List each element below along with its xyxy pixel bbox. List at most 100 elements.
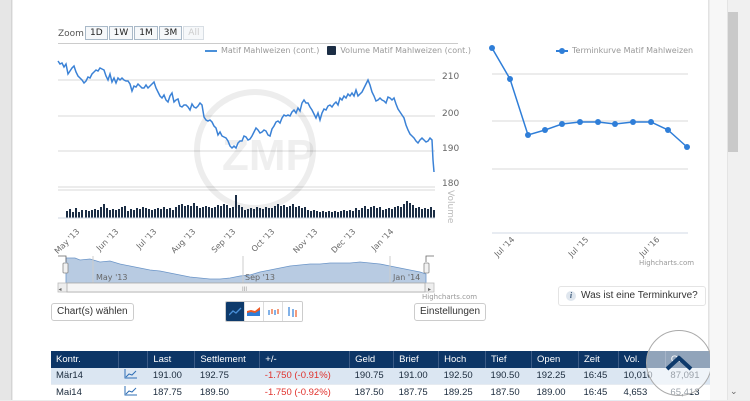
cell-last: 191.00 [147, 368, 195, 385]
area-chart-icon [247, 307, 260, 316]
y-tick-200: 200 [442, 109, 459, 119]
col-bid[interactable]: Geld [349, 351, 395, 368]
cell-last: 187.75 [147, 384, 195, 401]
zoom-all-button[interactable]: All [183, 26, 205, 40]
scroll-down-arrow-icon[interactable]: ⌄ [730, 386, 738, 396]
navigator-scrollbar-thumb [66, 282, 426, 293]
col-open[interactable]: Open [531, 351, 579, 368]
y-tick-190: 190 [442, 144, 459, 154]
term-chart-legend[interactable]: Terminkurve Matif Mahlweizen [556, 46, 693, 55]
cell-ask: 191.00 [393, 368, 439, 385]
cell-contract[interactable]: Mai14 [51, 384, 119, 401]
table-header-row: Kontr. Last Settlement +/- Geld Brief Ho… [51, 351, 712, 368]
line-chart-button[interactable] [226, 302, 245, 321]
cell-high: 189.25 [438, 384, 486, 401]
legend-volume-series[interactable]: Volume Matif Mahlweizen (cont.) [340, 46, 471, 55]
svg-text:◂: ◂ [59, 287, 62, 293]
col-low[interactable]: Tief [485, 351, 533, 368]
area-chart-button[interactable] [245, 302, 264, 321]
quotes-table: Kontr. Last Settlement +/- Geld Brief Ho… [51, 351, 712, 401]
mini-chart-link[interactable] [118, 368, 148, 385]
ohlc-chart-button[interactable] [264, 302, 283, 321]
chart-type-selector [225, 301, 303, 322]
x-tick-jan14: Jan '14 [369, 227, 395, 253]
what-is-term-curve-button[interactable]: i Was ist eine Terminkurve? [558, 286, 706, 306]
scroll-to-top-button[interactable] [646, 330, 712, 396]
divider [58, 43, 458, 44]
volume-axis-label: Volume [445, 190, 455, 224]
x-tick-aug13: Aug '13 [169, 227, 197, 255]
volume-bars [66, 195, 435, 218]
table-row[interactable]: Mär14 191.00 192.75 -1.750 (-0.91%) 190.… [51, 368, 711, 385]
zoom-3m-button[interactable]: 3M [158, 26, 183, 40]
col-contract[interactable]: Kontr. [51, 351, 120, 368]
cell-change: -1.750 (-0.91%) [259, 368, 350, 385]
cell-open: 192.25 [531, 368, 579, 385]
cell-time: 16:45 [578, 384, 619, 401]
col-settlement[interactable]: Settlement [194, 351, 261, 368]
term-chart-credit[interactable]: Highcharts.com [639, 259, 695, 267]
main-chart-legend: Matif Mahlweizen (cont.) Volume Matif Ma… [205, 46, 471, 55]
y-tick-180: 180 [442, 179, 459, 189]
candlestick-chart-button[interactable] [283, 302, 302, 321]
zmp-watermark [194, 89, 316, 211]
table-row[interactable]: Mai14 187.75 189.50 -1.750 (-0.92%) 187.… [51, 384, 711, 401]
mini-chart-icon [124, 385, 137, 395]
settings-button[interactable]: Einstellungen [414, 303, 487, 321]
x-tick-dec13: Dec '13 [330, 227, 358, 255]
svg-text:▸: ▸ [428, 287, 431, 293]
cell-bid: 190.75 [349, 368, 394, 385]
cell-high: 192.50 [438, 368, 486, 385]
watermark-text: ZMP [222, 131, 315, 180]
zoom-1d-button[interactable]: 1D [85, 26, 108, 40]
volume-legend-icon [327, 46, 337, 55]
col-last[interactable]: Last [147, 351, 196, 368]
content-area [13, 0, 709, 400]
col-change[interactable]: +/- [259, 351, 351, 368]
page-scrollbar[interactable] [728, 0, 750, 400]
zoom-1m-button[interactable]: 1M [134, 26, 158, 40]
right-gutter [710, 0, 728, 400]
page-scrollbar-thumb[interactable] [728, 12, 738, 152]
cell-ask: 187.75 [393, 384, 439, 401]
col-high[interactable]: Hoch [438, 351, 487, 368]
navigator-right-handle [423, 262, 430, 274]
term-curve-line [491, 47, 688, 148]
x-tick-jul13: Jul '13 [134, 227, 158, 251]
x-tick-sep13: Sep '13 [210, 227, 238, 255]
info-icon: i [566, 291, 576, 301]
navigator-left-handle [62, 262, 69, 274]
col-time[interactable]: Zeit [578, 351, 619, 368]
col-ask[interactable]: Brief [393, 351, 440, 368]
left-gutter [0, 0, 12, 400]
choose-charts-button[interactable]: Chart(s) wählen [51, 303, 134, 321]
svg-text:III: III [242, 287, 247, 293]
zoom-1w-button[interactable]: 1W [108, 26, 134, 40]
cell-low: 187.50 [485, 384, 532, 401]
nav-tick-may13: May '13 [96, 273, 127, 282]
cell-settlement: 192.75 [194, 368, 260, 385]
x-tick-oct13: Oct '13 [250, 227, 277, 254]
term-x-tick-jul16: Jul '16 [637, 235, 661, 259]
line-legend-icon [205, 49, 217, 52]
cell-open: 189.00 [531, 384, 579, 401]
what-is-term-curve-label: Was ist eine Terminkurve? [581, 290, 698, 301]
term-legend-label: Terminkurve Matif Mahlweizen [572, 46, 694, 55]
line-chart-icon [228, 307, 241, 316]
cell-settlement: 189.50 [194, 384, 260, 401]
mini-chart-link[interactable] [118, 384, 148, 401]
ohlc-chart-icon [267, 308, 279, 315]
zoom-label: Zoom [58, 29, 84, 39]
x-tick-may13: May '13 [53, 227, 82, 256]
cell-contract[interactable]: Mär14 [51, 368, 119, 385]
chevron-up-icon [665, 355, 693, 371]
main-chart-credit[interactable]: Highcharts.com [422, 293, 478, 301]
nav-tick-sep13: Sep '13 [245, 273, 275, 282]
cell-bid: 187.50 [349, 384, 394, 401]
legend-price-series[interactable]: Matif Mahlweizen (cont.) [221, 46, 320, 55]
cell-time: 16:45 [578, 368, 619, 385]
navigator[interactable]: May '13 Sep '13 Jan '14 ◂ ▸ III [57, 255, 435, 293]
term-curve-points [489, 45, 690, 150]
y-tick-210: 210 [442, 72, 459, 82]
